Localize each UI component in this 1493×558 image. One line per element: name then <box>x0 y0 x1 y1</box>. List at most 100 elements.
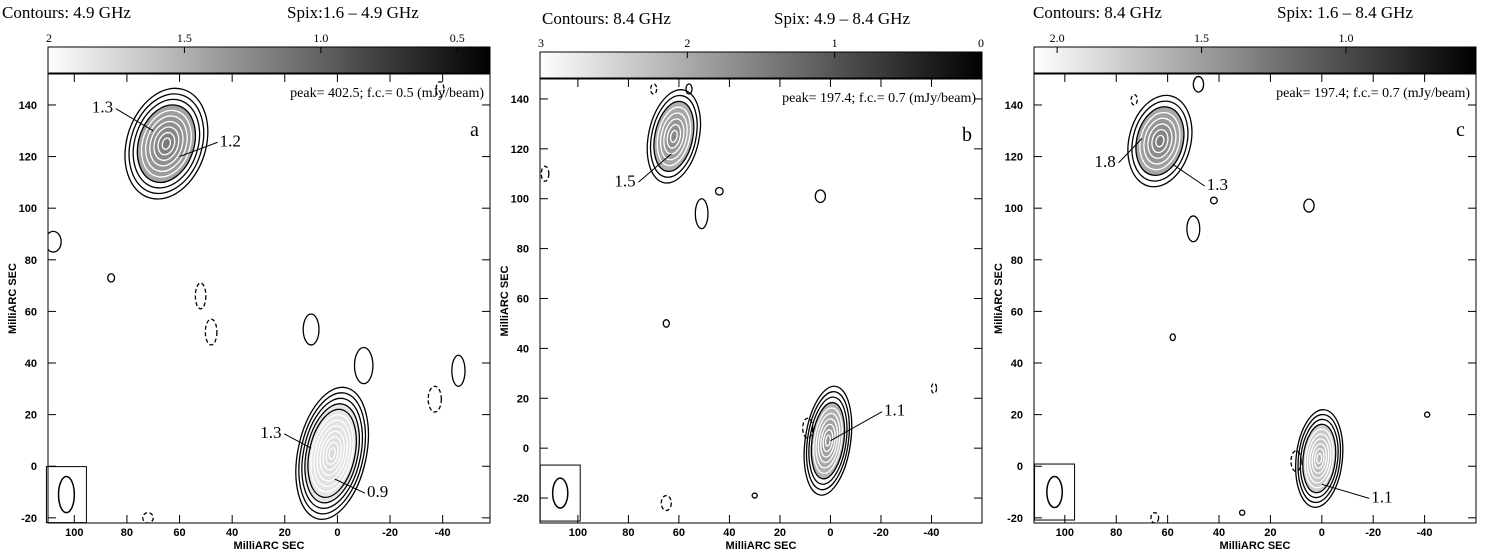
x-tick-label: 40 <box>226 527 238 539</box>
small-contour <box>1423 411 1431 418</box>
label-leader-line <box>115 108 154 132</box>
negative-contour <box>649 83 658 95</box>
y-axis-label: MilliARC SEC <box>993 263 1005 334</box>
x-tick-label: 0 <box>827 527 833 539</box>
contour-level <box>1297 413 1342 504</box>
plot-frame <box>1033 73 1477 524</box>
x-axis-label: MilliARC SEC <box>726 540 797 552</box>
spix-value-label: 1.8 <box>1095 152 1116 171</box>
y-tick-label: 100 <box>511 194 529 206</box>
small-contour <box>1209 196 1218 205</box>
plot-area <box>1127 75 1431 523</box>
y-tick-label: 60 <box>517 294 529 306</box>
negative-contour <box>142 512 154 523</box>
negative-contour <box>660 494 672 512</box>
y-tick-label: 0 <box>31 461 37 473</box>
colorbar-tick-label: 1.5 <box>177 31 192 45</box>
small-contour <box>1192 75 1205 93</box>
plot-frame <box>539 78 983 524</box>
label-leader-line <box>1118 138 1143 164</box>
colorbar-tick-label: 1.0 <box>313 31 328 45</box>
small-contour <box>1303 198 1315 213</box>
small-contour <box>714 186 724 196</box>
label-leader-line <box>1321 483 1370 499</box>
x-tick-label: 60 <box>173 527 185 539</box>
negative-contour <box>1150 512 1160 523</box>
contour-level <box>646 89 702 184</box>
y-tick-label: 0 <box>1017 461 1023 473</box>
x-tick-label: 60 <box>673 527 685 539</box>
y-tick-label: 140 <box>1005 100 1023 112</box>
colorbar-tick-label: 2 <box>684 36 690 50</box>
negative-contour <box>194 282 207 310</box>
small-contour <box>353 346 374 385</box>
small-contour <box>451 354 466 387</box>
y-tick-label: 20 <box>1011 410 1023 422</box>
label-leader-line <box>830 411 883 442</box>
colorbar: 2.0 1.5 1.0 <box>1033 31 1477 74</box>
contour-level <box>649 94 698 178</box>
x-tick-label: 20 <box>774 527 786 539</box>
small-contour <box>662 319 670 328</box>
panel-a: Contours: 4.9 GHz Spix:1.6 – 4.9 GHz 2 1.5 1… <box>2 3 491 552</box>
colorbar-tick-label: 2 <box>46 31 52 45</box>
beam-box <box>539 464 581 522</box>
contour-level <box>669 129 678 143</box>
small-contour <box>302 313 320 346</box>
small-contour <box>107 273 116 283</box>
negative-contour <box>204 318 218 346</box>
small-contour <box>1186 215 1201 243</box>
x-tick-label: -20 <box>1365 527 1381 539</box>
contour-level <box>1299 418 1339 499</box>
colorbar-gradient <box>47 46 491 74</box>
colorbar-gradient <box>1033 46 1477 74</box>
y-tick-label: -20 <box>1007 513 1023 525</box>
negative-contour <box>427 385 442 413</box>
x-tick-label: -40 <box>1417 527 1433 539</box>
y-tick-label: 80 <box>25 255 37 267</box>
y-tick-label: 100 <box>19 203 37 215</box>
y-tick-label: 80 <box>1011 255 1023 267</box>
small-contour <box>48 230 62 253</box>
small-contour <box>685 83 693 95</box>
source-component <box>803 385 853 496</box>
y-tick-label: 120 <box>511 144 529 156</box>
colorbar-tick-label: 1 <box>832 36 838 50</box>
colorbar-gradient <box>539 51 983 79</box>
x-tick-label: 100 <box>65 527 83 539</box>
beam-box <box>45 466 87 524</box>
spix-value-label: 0.9 <box>367 482 388 501</box>
x-tick-label: 20 <box>1264 527 1276 539</box>
contour-level <box>1127 94 1193 188</box>
y-tick-label: 60 <box>1011 306 1023 318</box>
contour-level <box>824 434 831 447</box>
source-component <box>1295 409 1344 508</box>
plot-area <box>48 81 466 523</box>
panel-c: Contours: 8.4 GHz Spix: 1.6 – 8.4 GHz 2.0 1… <box>993 3 1477 552</box>
contour-level <box>805 391 850 491</box>
y-tick-label: 120 <box>19 152 37 164</box>
beam-ellipse <box>551 477 569 509</box>
panel-title-spix: Spix:1.6 – 4.9 GHz <box>287 3 419 22</box>
contour-level <box>161 137 172 150</box>
contour-level <box>124 87 209 200</box>
spix-value-label: 1.2 <box>220 131 241 150</box>
contour-level <box>1295 409 1344 508</box>
beam-box <box>1034 463 1076 521</box>
x-tick-label: 80 <box>622 527 634 539</box>
contour-level <box>298 392 367 515</box>
panel-title-spix: Spix: 1.6 – 8.4 GHz <box>1277 3 1413 22</box>
colorbar: 3 2 1 0 <box>538 36 984 79</box>
spix-value-label: 1.1 <box>1371 487 1392 506</box>
x-tick-label: 60 <box>1162 527 1174 539</box>
label-leader-line <box>179 141 218 158</box>
peak-note: peak= 197.4; f.c.= 0.7 (mJy/beam) <box>1276 86 1470 101</box>
small-contour <box>694 198 709 230</box>
panel-title-contours: Contours: 8.4 GHz <box>542 9 671 28</box>
spix-value-label: 1.3 <box>1207 175 1228 194</box>
x-tick-label: -40 <box>435 527 451 539</box>
x-tick-label: 100 <box>569 527 587 539</box>
contour-level <box>1131 100 1189 182</box>
x-axis-label: MilliARC SEC <box>234 540 305 552</box>
